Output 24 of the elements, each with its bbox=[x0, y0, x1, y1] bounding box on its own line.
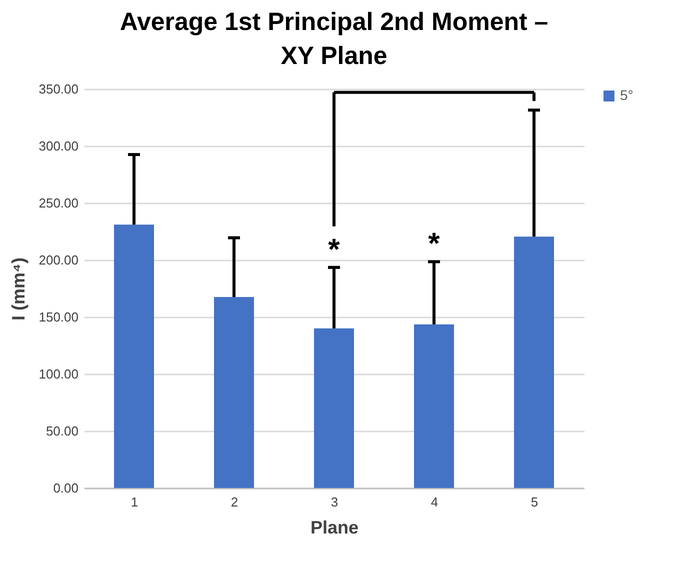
annotation: * bbox=[328, 233, 340, 266]
y-tick-label: 50.00 bbox=[46, 424, 78, 438]
x-axis-title: Plane bbox=[310, 518, 359, 538]
chart-title: Average 1st Principal 2nd Moment – XY Plane bbox=[120, 8, 548, 70]
y-tick-label: 200.00 bbox=[38, 252, 78, 268]
x-tick-label: 1 bbox=[130, 494, 138, 510]
y-tick-label: 250.00 bbox=[38, 196, 78, 210]
x-tick-label: 2 bbox=[230, 494, 238, 510]
x-tick-label: 4 bbox=[430, 494, 438, 510]
bar bbox=[114, 224, 154, 488]
x-tick-label: 3 bbox=[330, 494, 338, 510]
x-tick-label: 5 bbox=[530, 494, 538, 510]
y-tick-label: 300.00 bbox=[38, 138, 78, 154]
bar bbox=[314, 328, 354, 488]
y-tick-label: 0.00 bbox=[53, 480, 78, 496]
bar bbox=[214, 297, 254, 488]
y-tick-label: 100.00 bbox=[38, 366, 78, 382]
legend-label: 5° bbox=[620, 87, 634, 103]
y-tick-label: 350.00 bbox=[38, 82, 78, 96]
bar bbox=[514, 236, 554, 488]
y-axis-title: I (mm⁴) bbox=[8, 258, 29, 320]
annotation: * bbox=[428, 228, 440, 261]
y-tick-label: 150.00 bbox=[38, 310, 78, 324]
bar bbox=[414, 324, 454, 488]
